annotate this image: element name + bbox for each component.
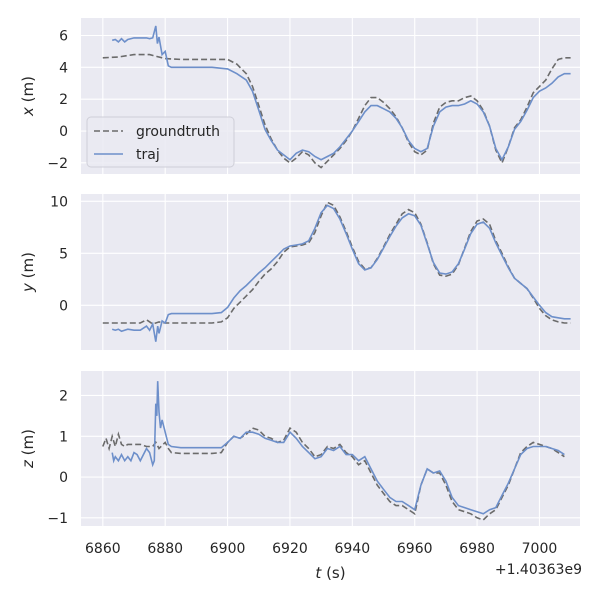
y-axis-label-var: z	[19, 459, 37, 469]
y-axis-label-unit: (m)	[19, 76, 37, 107]
x-tick-label: 6980	[459, 541, 495, 557]
y-tick-label: −1	[47, 511, 68, 527]
panel-z: 2 1 0 −1 z (m)	[19, 371, 580, 527]
y-tick-label: 2	[59, 388, 68, 404]
legend: groundtruth traj	[86, 116, 235, 168]
y-axis-label-unit: (m)	[19, 429, 37, 460]
y-tick-label: 6	[59, 29, 68, 45]
y-tick-label: 0	[59, 470, 68, 486]
legend-label-groundtruth: groundtruth	[136, 124, 220, 140]
y-tick-label: 1	[59, 429, 68, 445]
y-tick-label: −2	[47, 156, 68, 172]
plot-background	[81, 371, 580, 526]
x-tick-label: 6900	[210, 541, 246, 557]
y-axis-label: x (m)	[19, 76, 37, 117]
x-tick-label: 6920	[272, 541, 308, 557]
panel-y: 10 5 0 y (m)	[19, 194, 580, 350]
x-tick-label: 6880	[147, 541, 183, 557]
y-axis-label: y (m)	[19, 252, 37, 293]
y-tick-label: 5	[59, 246, 68, 262]
series-line-traj	[111, 381, 565, 515]
y-axis-label-unit: (m)	[19, 252, 37, 283]
y-tick-label: 10	[50, 194, 68, 210]
x-tick-label: 7000	[522, 541, 558, 557]
x-axis-label-unit: (s)	[321, 564, 345, 582]
series-line-traj	[111, 204, 571, 342]
x-axis-label: t (s)	[315, 564, 345, 582]
x-tick-label: 6960	[397, 541, 433, 557]
y-axis-label-var: y	[19, 282, 37, 293]
y-tick-label: 2	[59, 92, 68, 108]
x-tick-label: 6860	[85, 541, 121, 557]
x-axis-label-var: t	[315, 564, 322, 582]
y-tick-label: 0	[59, 298, 68, 314]
plot-background	[81, 194, 580, 350]
x-offset-label: +1.40363e9	[495, 562, 582, 578]
series-line-groundtruth	[102, 201, 571, 325]
y-axis-label-var: x	[19, 107, 37, 117]
legend-label-traj: traj	[136, 147, 160, 163]
y-tick-label: 0	[59, 124, 68, 140]
legend-box	[86, 116, 235, 168]
x-tick-label: 6940	[335, 541, 371, 557]
y-axis-label: z (m)	[19, 429, 37, 469]
y-tick-label: 4	[59, 60, 68, 76]
series-line-traj	[112, 25, 571, 162]
